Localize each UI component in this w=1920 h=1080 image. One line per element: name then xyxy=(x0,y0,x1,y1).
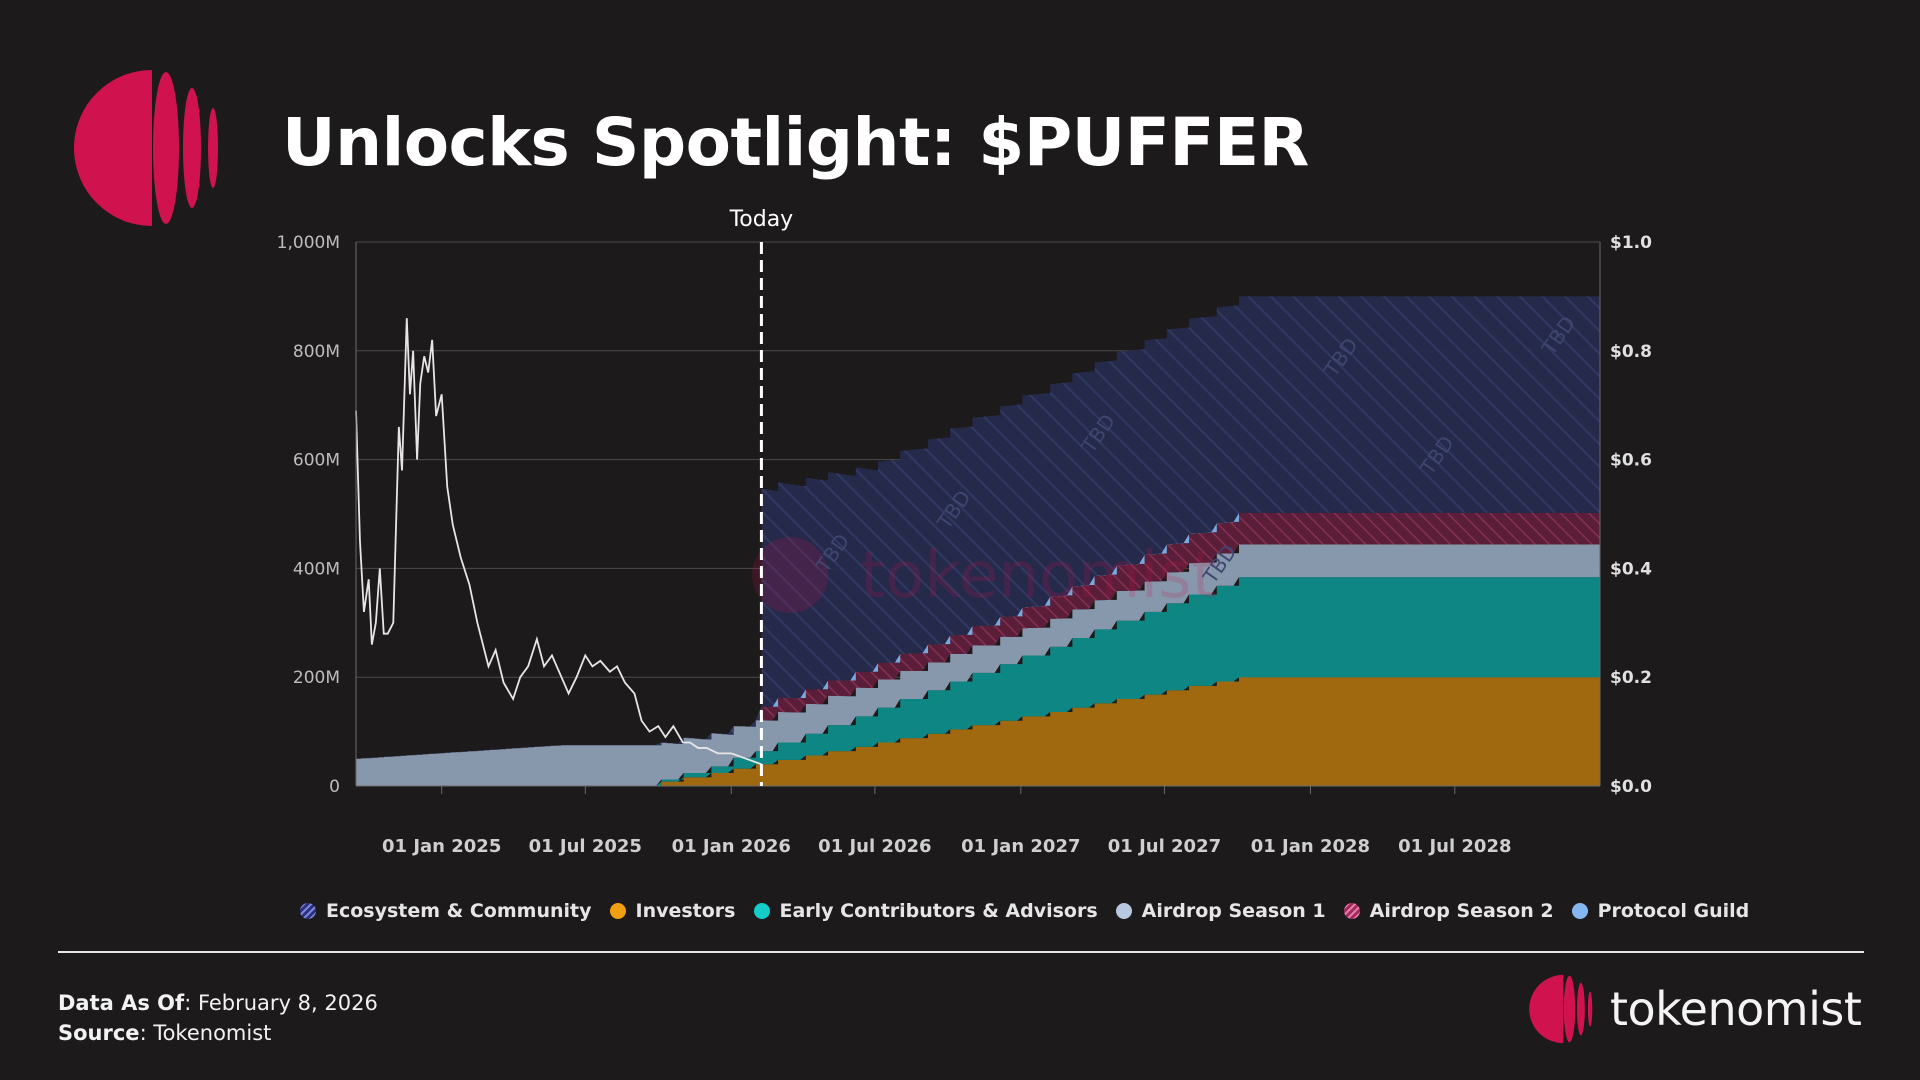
x-tick-label: 01 Jul 2025 xyxy=(529,836,642,857)
legend-label: Investors xyxy=(635,900,736,922)
y-right-tick-label: $0.4 xyxy=(1610,559,1652,579)
x-tick-label: 01 Jan 2028 xyxy=(1251,836,1370,857)
y-right-tick-label: $1.0 xyxy=(1610,233,1652,253)
page-title: Unlocks Spotlight: $PUFFER xyxy=(282,104,1309,181)
y-left-tick-label: 1,000M xyxy=(277,233,340,253)
logo-stripe xyxy=(183,88,201,208)
area-airdrop2 xyxy=(356,512,1600,759)
y-left-tick-label: 800M xyxy=(293,342,340,362)
area-investors xyxy=(356,677,1600,786)
legend-label: Early Contributors & Advisors xyxy=(779,900,1098,922)
source-value: : Tokenomist xyxy=(139,1021,272,1045)
legend-item: Protocol Guild xyxy=(1571,900,1750,922)
area-airdrop1 xyxy=(356,544,1600,786)
legend-label: Ecosystem & Community xyxy=(326,900,592,922)
brand-stripe xyxy=(1587,991,1593,1027)
legend-swatch xyxy=(1343,903,1360,919)
legend-item: Ecosystem & Community xyxy=(300,900,592,922)
legend-item: Early Contributors & Advisors xyxy=(753,900,1098,922)
brand-name: tokenomist xyxy=(1610,982,1862,1036)
chart-legend: Ecosystem & Community Investors Early Cont… xyxy=(300,898,1767,924)
x-tick-label: 01 Jan 2025 xyxy=(382,836,501,857)
source: Source: Tokenomist xyxy=(58,1018,378,1048)
y-right-tick-label: $0.8 xyxy=(1610,342,1652,362)
area-early xyxy=(356,577,1600,786)
legend-label: Airdrop Season 2 xyxy=(1369,900,1554,922)
watermark-text: tokenomist xyxy=(860,539,1217,613)
data-as-of-value: : February 8, 2026 xyxy=(184,991,378,1015)
data-as-of: Data As Of: February 8, 2026 xyxy=(58,988,378,1018)
x-tick-label: 01 Jul 2027 xyxy=(1108,836,1221,857)
x-tick-label: 01 Jan 2026 xyxy=(672,836,791,857)
area-ecosystem xyxy=(356,296,1600,759)
logo-half-disc xyxy=(73,69,152,226)
legend-item: Airdrop Season 1 xyxy=(1115,900,1326,922)
tokenomist-logo xyxy=(73,69,218,226)
brand-half-disc xyxy=(1529,974,1564,1044)
legend-item: Airdrop Season 2 xyxy=(1343,900,1554,922)
watermark-logo-icon xyxy=(752,537,828,613)
x-tick-label: 01 Jan 2027 xyxy=(961,836,1080,857)
y-right-tick-label: $0.6 xyxy=(1610,451,1652,471)
brand-stripe xyxy=(1576,982,1585,1036)
logo-stripe xyxy=(208,108,218,188)
x-tick-label: 01 Jul 2026 xyxy=(818,836,931,857)
y-left-tick-label: 0 xyxy=(329,777,340,797)
brand-stripe xyxy=(1563,975,1576,1043)
y-left-tick-label: 200M xyxy=(293,668,340,688)
legend-swatch xyxy=(609,903,626,919)
data-as-of-label: Data As Of xyxy=(58,991,185,1015)
source-label: Source xyxy=(58,1021,140,1045)
x-tick-label: 01 Jul 2028 xyxy=(1398,836,1511,857)
legend-swatch xyxy=(753,903,770,919)
legend-swatch xyxy=(1571,903,1588,919)
y-right-tick-label: $0.0 xyxy=(1610,777,1652,797)
price-line xyxy=(355,318,762,766)
y-right-tick-label: $0.2 xyxy=(1610,668,1652,688)
y-left-tick-label: 400M xyxy=(293,559,340,579)
y-left-tick-label: 600M xyxy=(293,451,340,471)
brand-mark-icon xyxy=(1529,974,1593,1044)
legend-item: Investors xyxy=(609,900,736,922)
brand-logo: tokenomist xyxy=(1524,972,1862,1046)
legend-swatch xyxy=(300,903,316,919)
footer: Data As Of: February 8, 2026 Source: Tok… xyxy=(58,988,378,1048)
legend-label: Protocol Guild xyxy=(1597,900,1750,922)
logo-stripe xyxy=(153,72,179,224)
legend-label: Airdrop Season 1 xyxy=(1141,900,1326,922)
today-label: Today xyxy=(729,207,794,232)
legend-swatch xyxy=(1115,903,1132,919)
divider xyxy=(58,951,1864,953)
